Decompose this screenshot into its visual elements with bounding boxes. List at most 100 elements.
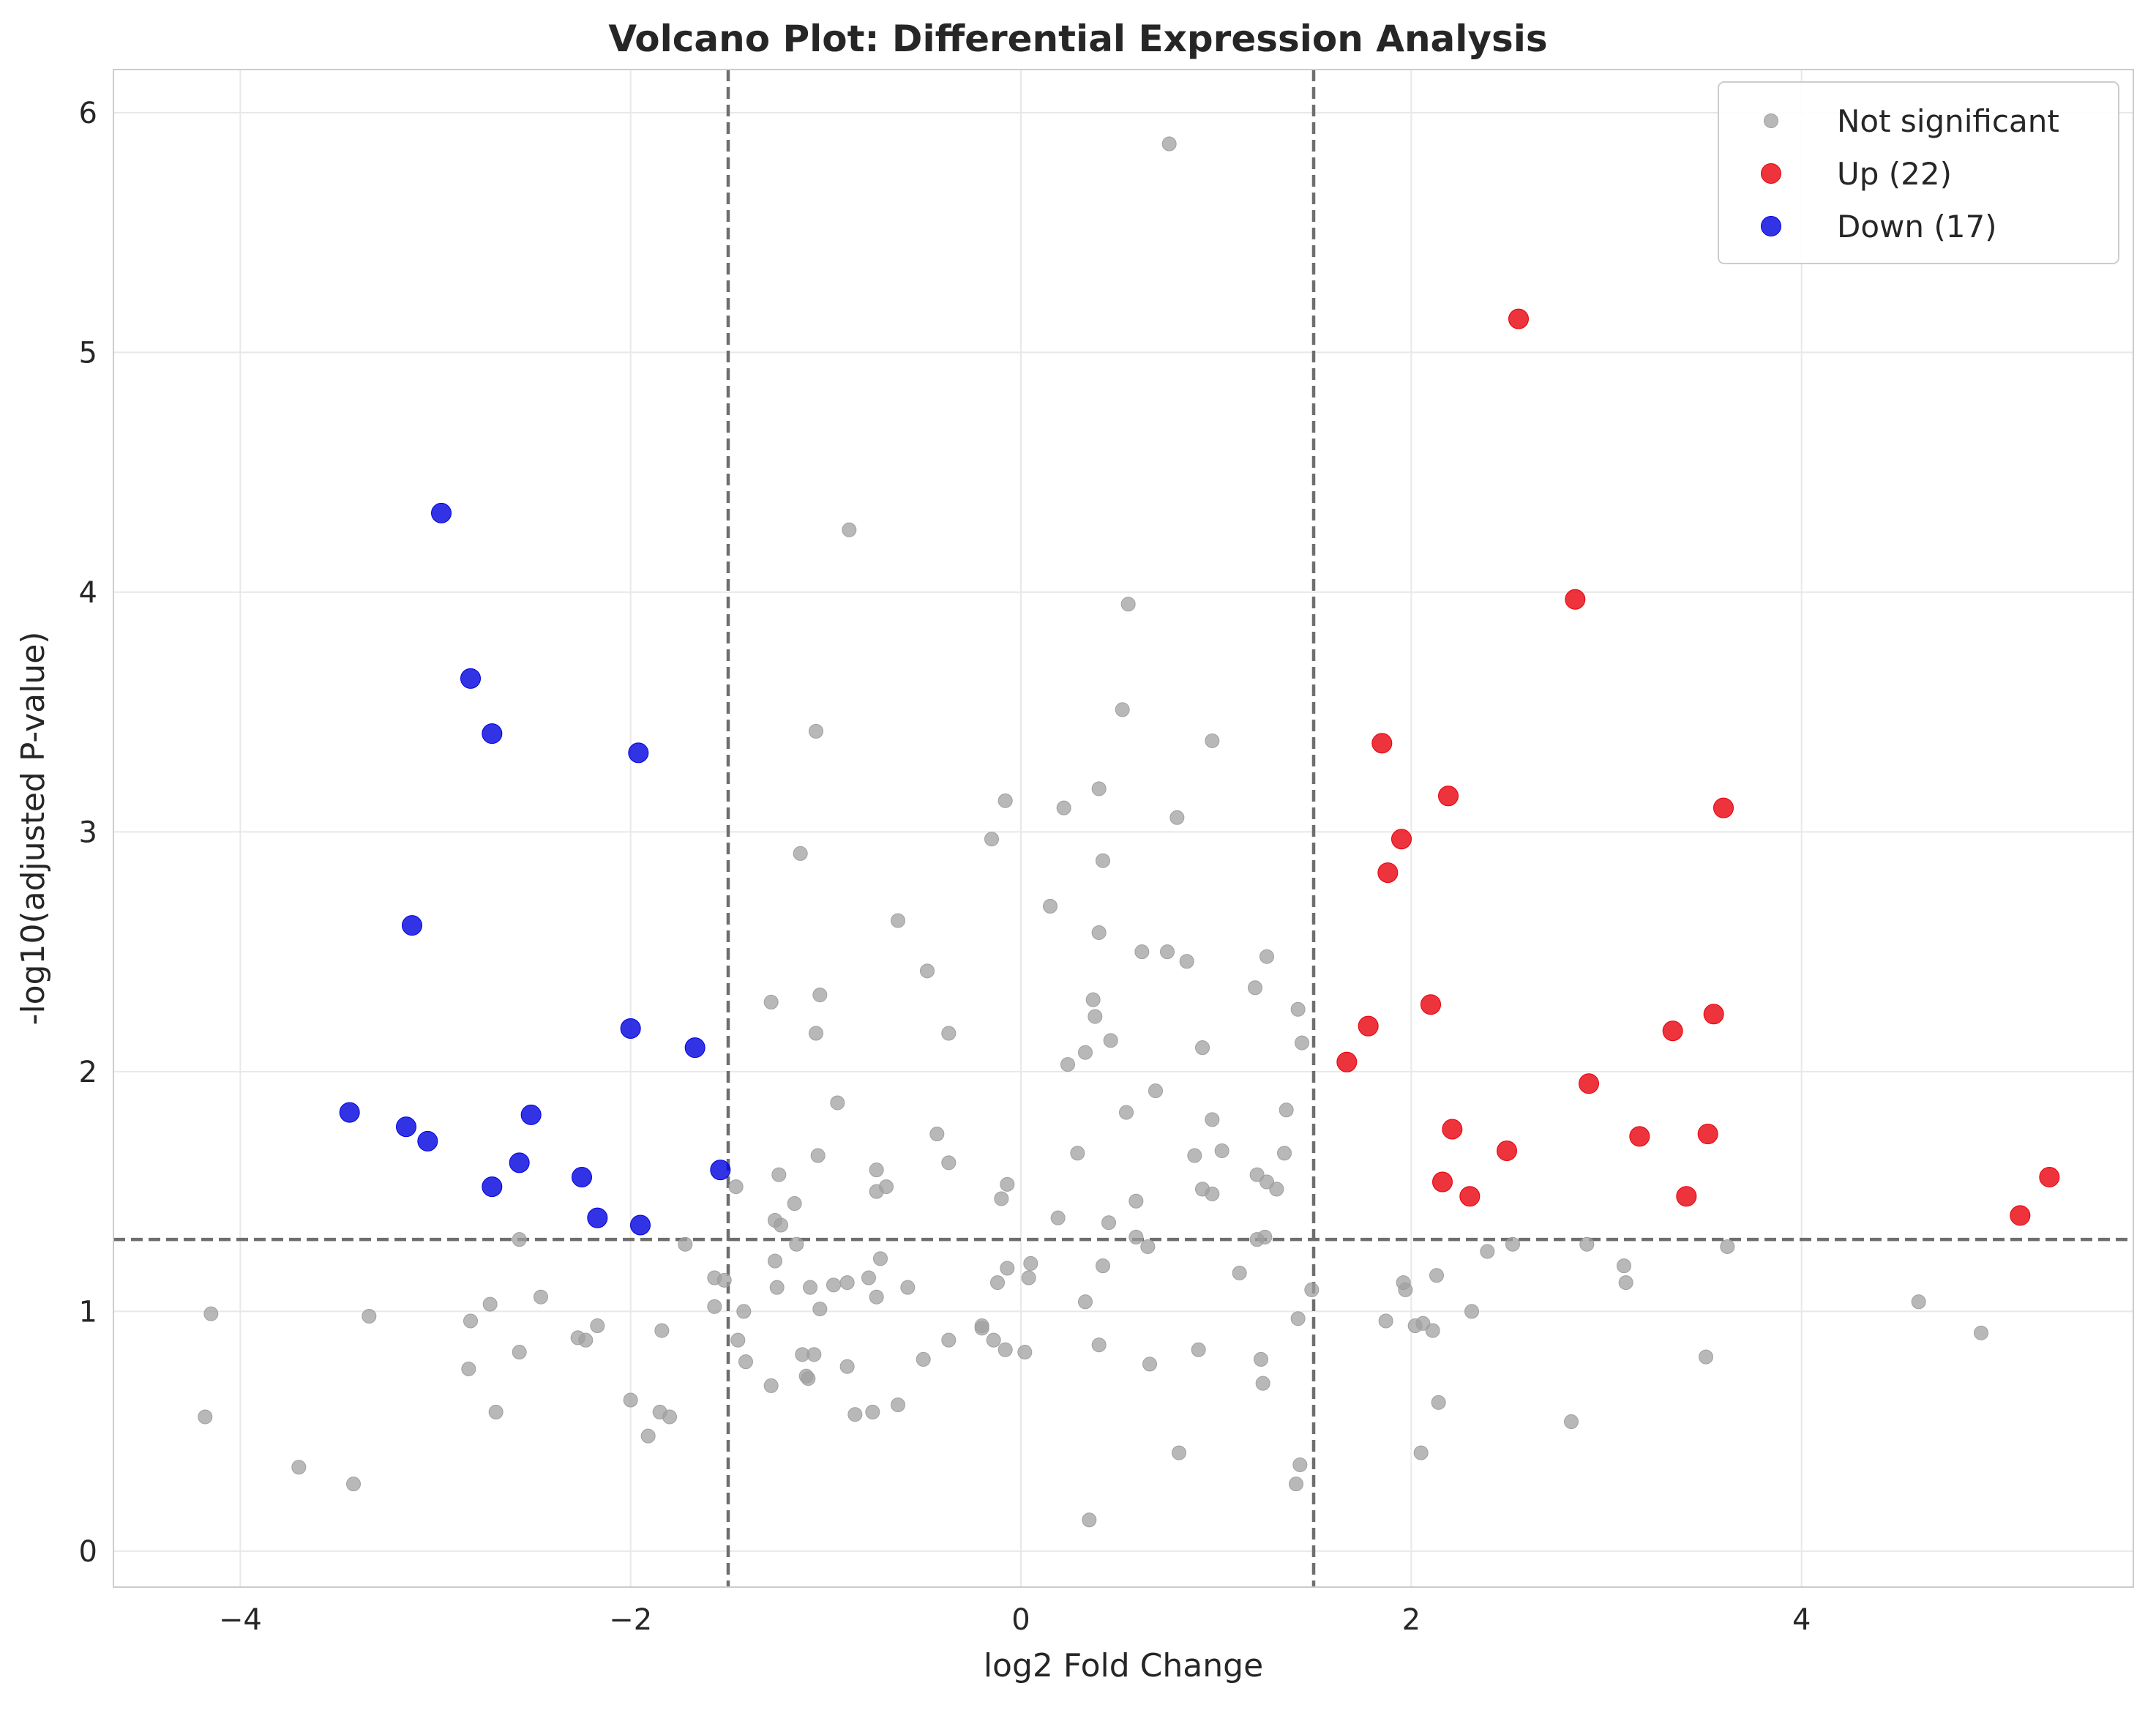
data-point <box>1103 1033 1118 1048</box>
legend-marker <box>1761 216 1781 236</box>
x-tick-label: −4 <box>219 1603 262 1637</box>
y-tick-label: 4 <box>79 576 97 610</box>
data-point <box>1091 1337 1107 1353</box>
legend-marker <box>1764 113 1778 128</box>
data-point <box>431 502 452 523</box>
data-point <box>1464 1304 1479 1319</box>
data-point <box>1248 980 1262 996</box>
tick-labels: −4 −2 0 2 4 0 1 2 3 4 5 6 <box>79 97 1811 1637</box>
data-point <box>362 1308 377 1324</box>
data-point <box>534 1289 548 1305</box>
data-point <box>774 1217 788 1233</box>
data-point <box>1191 1342 1206 1357</box>
data-point <box>1713 797 1734 818</box>
x-tick-label: 4 <box>1792 1603 1811 1637</box>
data-point <box>1617 1258 1631 1274</box>
data-point <box>716 1272 732 1288</box>
data-point <box>839 1275 855 1291</box>
data-point <box>847 1407 863 1422</box>
data-point <box>1431 1395 1446 1410</box>
data-point <box>488 1404 504 1419</box>
data-point <box>1290 1311 1306 1326</box>
data-point <box>1304 1282 1320 1297</box>
data-point <box>1629 1126 1650 1147</box>
data-point <box>1292 1457 1308 1472</box>
data-point <box>1088 1009 1103 1024</box>
data-point <box>346 1477 361 1492</box>
data-point <box>929 1127 945 1142</box>
data-point <box>1078 1045 1093 1060</box>
data-point <box>941 1155 957 1171</box>
data-point <box>736 1304 752 1319</box>
data-point <box>1096 1258 1110 1274</box>
data-point <box>1697 1124 1718 1145</box>
data-point <box>520 1104 542 1125</box>
data-point <box>623 1392 638 1408</box>
data-point <box>630 1214 651 1236</box>
data-point <box>738 1354 753 1370</box>
data-point <box>789 1236 804 1252</box>
data-point <box>2039 1166 2060 1187</box>
data-point <box>812 1302 828 1317</box>
data-point <box>1429 1268 1444 1283</box>
data-point <box>891 1397 905 1413</box>
data-point <box>512 1232 527 1247</box>
data-point <box>1508 308 1529 329</box>
data-point <box>842 522 857 537</box>
data-point <box>1579 1073 1599 1094</box>
data-point <box>1442 1119 1463 1140</box>
data-point <box>339 1102 360 1123</box>
data-point <box>1023 1255 1038 1271</box>
data-point <box>1432 1171 1453 1193</box>
data-point <box>984 832 999 847</box>
data-point <box>771 1167 787 1182</box>
data-point <box>1269 1182 1284 1197</box>
data-point <box>1082 1512 1097 1528</box>
grid-lines <box>113 70 2133 1587</box>
data-point <box>1205 1112 1220 1127</box>
data-point <box>1259 949 1274 964</box>
data-point <box>512 1345 527 1360</box>
data-point <box>793 846 808 861</box>
data-point <box>1720 1239 1735 1254</box>
data-point <box>1295 1035 1309 1050</box>
chart-title: Volcano Plot: Differential Expression An… <box>608 18 1547 60</box>
data-point <box>986 1332 1001 1348</box>
data-point <box>1255 1376 1270 1391</box>
data-point <box>891 913 905 928</box>
data-point <box>763 994 779 1009</box>
y-tick-label: 2 <box>79 1056 97 1089</box>
x-tick-label: 2 <box>1402 1603 1421 1637</box>
data-point <box>1043 898 1058 914</box>
data-point <box>1195 1040 1210 1056</box>
data-point <box>1232 1265 1247 1280</box>
data-point <box>763 1378 779 1393</box>
data-point <box>1021 1270 1036 1285</box>
legend-marker <box>1761 163 1781 184</box>
data-point <box>1398 1282 1413 1297</box>
data-point <box>997 1342 1013 1357</box>
data-point <box>482 1176 503 1198</box>
data-point <box>402 915 422 936</box>
y-tick-label: 3 <box>79 816 97 849</box>
data-point <box>1564 1414 1579 1430</box>
data-point <box>509 1152 530 1173</box>
data-point <box>861 1270 876 1285</box>
data-point <box>578 1332 594 1348</box>
data-point <box>810 1148 826 1163</box>
data-point <box>1000 1261 1015 1276</box>
data-point <box>916 1351 931 1367</box>
data-point <box>628 742 649 764</box>
data-point <box>1703 1004 1724 1025</box>
data-point <box>1050 1210 1066 1225</box>
legend-entry-label: Down (17) <box>1837 209 1997 245</box>
data-point <box>1378 1313 1393 1329</box>
data-point <box>990 1275 1005 1291</box>
data-point <box>839 1359 855 1374</box>
data-point <box>1142 1356 1157 1372</box>
data-point <box>1161 136 1177 152</box>
data-point <box>572 1166 592 1187</box>
data-point <box>620 1018 641 1039</box>
y-tick-label: 6 <box>79 97 97 130</box>
